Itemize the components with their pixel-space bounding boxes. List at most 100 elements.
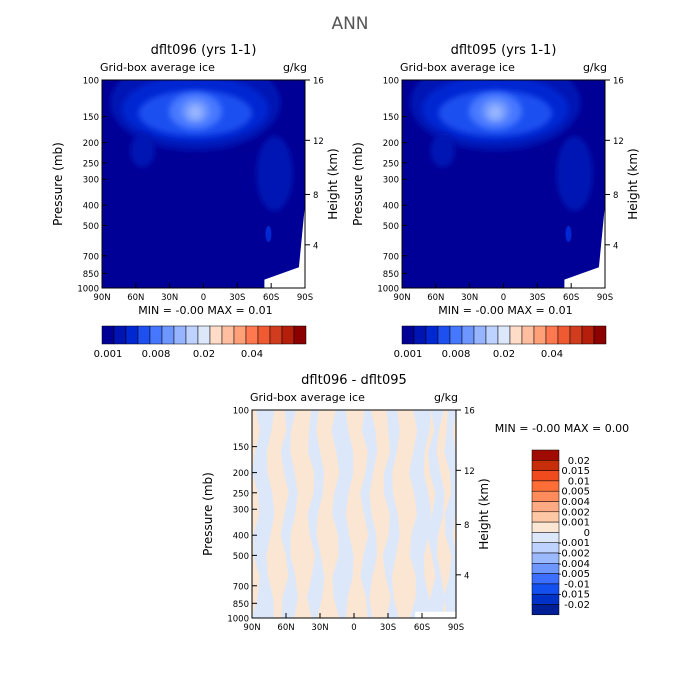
min-max-stats: MIN = -0.00 MAX = 0.00: [495, 422, 629, 435]
y-tick-label: 400: [383, 202, 399, 212]
height-axis: 16 12 8 4: [456, 407, 475, 581]
y-tick-label: 150: [383, 113, 399, 123]
y-tick-label: 300: [83, 176, 99, 186]
colorbar-swatch: [257, 325, 271, 345]
x-tick-label: 30S: [380, 623, 396, 633]
colorbar-swatch: [509, 325, 523, 345]
field-label: Grid-box average ice: [250, 391, 365, 404]
y-tick-label: 500: [83, 222, 99, 232]
colorbar-swatch: [581, 325, 595, 345]
colorbar-swatch: [245, 325, 259, 345]
height-tick-label: 12: [313, 137, 324, 147]
y-tick-label: 300: [383, 176, 399, 186]
x-tick-label: 0: [201, 293, 206, 303]
height-tick-label: 4: [313, 241, 318, 251]
height-tick-label: 8: [613, 191, 618, 201]
colorbar-swatch: [425, 325, 439, 345]
colorbar-label: 0.04: [541, 349, 563, 360]
y-tick-label: 100: [233, 407, 249, 417]
colorbar-swatch: [569, 325, 583, 345]
colorbar-swatch: [531, 521, 560, 533]
plot-panel-0: dflt096 (yrs 1-1) Grid-box average ice g/k…: [51, 43, 340, 360]
colorbar-swatch: [531, 573, 560, 585]
colorbar-swatch: [209, 325, 223, 345]
x-tick-label: 90S: [597, 293, 613, 303]
contour-lobe-north: [430, 134, 455, 168]
units-label: g/kg: [283, 61, 307, 74]
colorbar-swatch: [413, 325, 427, 345]
colorbar-swatch: [401, 325, 415, 345]
panel-title: dflt096 - dflt095: [301, 373, 407, 388]
height-tick-label: 4: [613, 241, 618, 251]
x-tick-label: 60S: [263, 293, 279, 303]
colorbar: 0.020.0150.010.0050.0040.0020.0010-0.001…: [531, 449, 590, 616]
contour-negative-stripe: [331, 410, 354, 618]
x-tick-label: 30N: [311, 623, 328, 633]
contour-lobe-north: [130, 134, 155, 168]
y-axis-right-label: Height (km): [326, 148, 340, 219]
y-tick-label: 200: [383, 139, 399, 149]
y-axis-label: Pressure (mb): [351, 142, 365, 226]
units-label: g/kg: [583, 61, 607, 74]
y-tick-label: 850: [233, 600, 249, 610]
colorbar-swatch: [185, 325, 199, 345]
x-tick-label: 30N: [461, 293, 478, 303]
contour-negative-stripe: [409, 410, 432, 618]
colorbar-swatch: [557, 325, 571, 345]
contour-lobe-south: [256, 136, 293, 212]
y-tick-label: 850: [83, 270, 99, 280]
x-tick-label: 90S: [297, 293, 313, 303]
colorbar: 0.001 0.008 0.02 0.04: [394, 325, 607, 360]
x-tick-label: 90N: [93, 293, 110, 303]
height-tick-label: 12: [464, 467, 475, 477]
y-axis-right-label: Height (km): [626, 148, 640, 219]
colorbar-swatch: [113, 325, 127, 345]
colorbar-swatch: [531, 532, 560, 543]
field-label: Grid-box average ice: [400, 61, 515, 74]
x-tick-label: 30S: [529, 293, 545, 303]
missing-data-area: [264, 204, 305, 288]
pressure-axis: 100 150 200 250 300 400 500 700 850 1000: [377, 77, 407, 295]
y-tick-label: 200: [83, 139, 99, 149]
colorbar-swatch: [161, 325, 175, 345]
colorbar-swatch: [531, 449, 560, 461]
colorbar-swatch: [137, 325, 151, 345]
colorbar-label: -0.01: [564, 579, 590, 590]
missing-data-area: [564, 204, 605, 288]
colorbar-label: -0.02: [564, 600, 590, 611]
latitude-axis: 90N 60N 30N 0 30S 60S 90S: [93, 283, 313, 303]
contour-negative-stripe: [443, 410, 456, 618]
colorbar-swatch: [531, 552, 560, 564]
colorbar-swatch: [173, 325, 187, 345]
contour-field: [402, 80, 605, 288]
y-tick-label: 300: [233, 506, 249, 516]
latitude-axis: 90N 60N 30N 0 30S 60S 90S: [393, 283, 613, 303]
y-tick-label: 250: [383, 159, 399, 169]
x-tick-label: 30N: [161, 293, 178, 303]
colorbar-swatch: [531, 490, 560, 502]
colorbar-label: 0.002: [561, 507, 590, 518]
colorbar-swatch: [531, 460, 560, 471]
contour-negative-stripe: [307, 410, 325, 618]
y-tick-label: 250: [233, 489, 249, 499]
colorbar-label: 0.01: [568, 476, 590, 487]
colorbar-swatch: [101, 325, 115, 345]
contour-negative-stripe: [382, 410, 400, 618]
height-tick-label: 8: [313, 191, 318, 201]
contour-negative-stripe: [252, 410, 275, 618]
colorbar-swatch: [531, 583, 560, 595]
contour-level-5: [188, 104, 203, 120]
missing-data-area: [415, 611, 456, 618]
colorbar-label: -0.001: [558, 538, 590, 549]
y-tick-label: 850: [383, 270, 399, 280]
colorbar: 0.001 0.008 0.02 0.04: [94, 325, 307, 360]
x-tick-label: 0: [351, 623, 356, 633]
y-axis-label: Pressure (mb): [51, 142, 65, 226]
panel-title: dflt096 (yrs 1-1): [151, 43, 257, 58]
colorbar-swatch: [281, 325, 295, 345]
height-tick-label: 16: [313, 77, 324, 87]
colorbar-swatch: [531, 480, 560, 492]
colorbar-swatch: [485, 325, 499, 345]
colorbar-label: 0.04: [241, 349, 263, 360]
